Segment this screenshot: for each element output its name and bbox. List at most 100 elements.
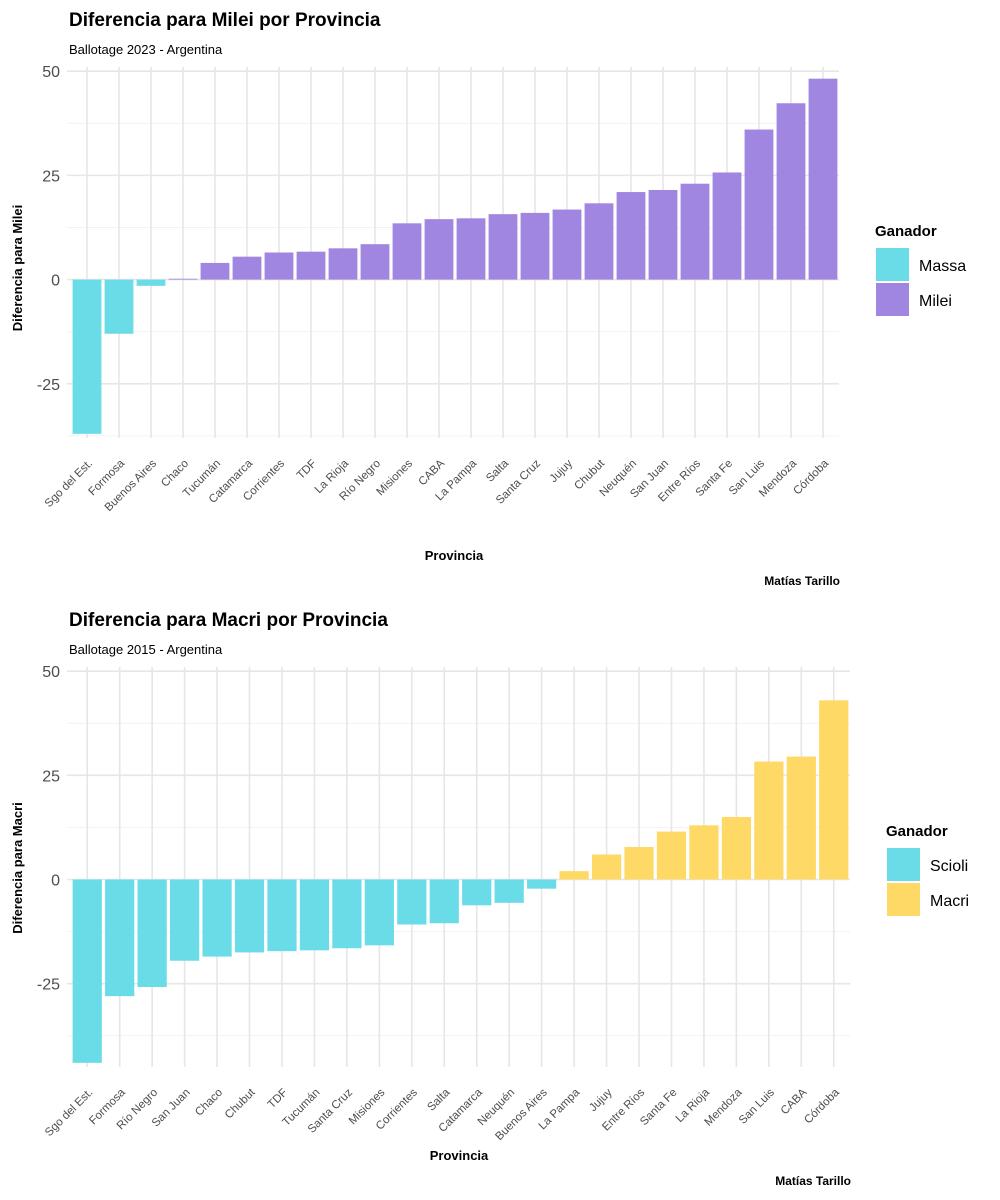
x-tick-label: Chaco xyxy=(193,1087,225,1119)
bar-tucuman xyxy=(200,262,230,280)
bar-corrientes xyxy=(264,252,294,280)
legend-key-massa xyxy=(876,248,909,281)
y-tick-label: 25 xyxy=(42,168,60,185)
legend: Ganador Massa Milei xyxy=(875,223,966,316)
bar-salta xyxy=(429,879,459,924)
y-tick-label: 50 xyxy=(42,664,60,681)
bar-tucuman xyxy=(299,879,330,951)
bar-misiones xyxy=(392,223,422,280)
bar-cordoba xyxy=(808,78,838,280)
bar-chaco xyxy=(202,879,232,957)
bar-sgo-del-est xyxy=(72,879,102,1063)
bar-entre-rios xyxy=(624,847,654,880)
legend-title: Ganador xyxy=(886,823,948,840)
bar-formosa xyxy=(105,879,135,997)
bar-caba xyxy=(786,756,816,880)
x-tick-label: Jujuy xyxy=(587,1086,615,1114)
bar-corrientes xyxy=(397,879,427,925)
bar-chubut xyxy=(234,879,265,953)
y-tick-labels: 50 25 0 -25 xyxy=(37,64,60,394)
bar-san-luis xyxy=(754,761,784,880)
chart-panel-macri: Diferencia para Macri por Provincia Ball… xyxy=(0,600,1000,1200)
bar-neuquen xyxy=(616,192,646,280)
bar-buenos-aires xyxy=(527,879,557,889)
y-tick-label: 50 xyxy=(42,64,60,81)
x-tick-label: Sgo del Est. xyxy=(43,1087,95,1139)
bar-misiones xyxy=(364,879,394,946)
y-axis-title: Diferencia para Macri xyxy=(10,802,25,934)
bar-caba xyxy=(424,219,454,280)
x-tick-label: TDF xyxy=(266,1087,290,1111)
x-axis-title: Provincia xyxy=(430,1148,489,1163)
bar-san-juan xyxy=(648,189,678,280)
x-tick-label: Sgo del Est. xyxy=(43,458,95,510)
legend-label-massa: Massa xyxy=(919,258,966,275)
chart-svg-milei: Diferencia para Milei por Provincia Ball… xyxy=(10,10,966,588)
chart-panel-milei: Diferencia para Milei por Provincia Ball… xyxy=(10,10,966,588)
bar-la-rioja xyxy=(689,825,719,880)
chart-caption: Matías Tarillo xyxy=(764,574,840,588)
bar-mendoza xyxy=(721,817,752,880)
bar-chubut xyxy=(584,203,614,280)
bar-tdf xyxy=(267,879,297,952)
legend: Ganador Scioli Macri xyxy=(886,823,969,916)
bar-la-rioja xyxy=(328,248,358,280)
x-tick-label: Misiones xyxy=(375,457,416,498)
bar-santa-cruz xyxy=(332,879,362,949)
chart-subtitle: Ballotage 2015 - Argentina xyxy=(69,642,223,657)
chart-svg-macri: Diferencia para Macri por Provincia Ball… xyxy=(10,610,969,1188)
legend-key-scioli xyxy=(887,848,920,881)
bar-san-juan xyxy=(169,879,200,961)
bar-rio-negro xyxy=(360,244,390,280)
y-tick-labels: 50 25 0 -25 xyxy=(37,664,60,993)
bar-neuquen xyxy=(494,879,524,903)
legend-title: Ganador xyxy=(875,223,937,240)
bar-rio-negro xyxy=(137,879,167,987)
bar-santa-cruz xyxy=(520,212,550,280)
x-tick-label: CABA xyxy=(416,457,447,488)
x-tick-label: Córdoba xyxy=(791,457,831,497)
bar-la-pampa xyxy=(456,218,486,280)
x-tick-label: Chubut xyxy=(223,1086,258,1121)
bar-salta xyxy=(488,214,518,280)
bar-jujuy xyxy=(591,854,622,880)
bar-sgo-del-est xyxy=(72,279,102,434)
bar-tdf xyxy=(296,251,326,280)
y-tick-label: 25 xyxy=(42,768,60,785)
x-tick-label: Salta xyxy=(425,1086,452,1113)
legend-label-milei: Milei xyxy=(919,293,952,310)
x-tick-label: Jujuy xyxy=(548,457,576,485)
x-tick-label: CABA xyxy=(779,1086,810,1117)
bar-santa-fe xyxy=(712,172,742,280)
bars xyxy=(72,700,849,1063)
chart-title: Diferencia para Macri por Provincia xyxy=(69,610,388,631)
chart-caption: Matías Tarillo xyxy=(775,1174,851,1188)
y-axis-title: Diferencia para Milei xyxy=(10,205,25,331)
x-tick-label: San Luis xyxy=(737,1086,777,1126)
bar-buenos-aires xyxy=(136,279,166,286)
legend-label-scioli: Scioli xyxy=(930,858,968,875)
chart-subtitle: Ballotage 2023 - Argentina xyxy=(69,42,223,57)
y-tick-label: -25 xyxy=(37,977,60,994)
y-tick-label: -25 xyxy=(37,377,60,394)
x-axis-title: Provincia xyxy=(425,548,484,563)
x-tick-label: TDF xyxy=(295,458,319,482)
x-tick-label: Salta xyxy=(484,457,511,484)
bar-mendoza xyxy=(776,103,806,280)
bar-cordoba xyxy=(819,700,849,880)
bar-formosa xyxy=(104,279,134,334)
legend-label-macri: Macri xyxy=(930,893,969,910)
bar-catamarca xyxy=(462,879,492,906)
y-tick-label: 0 xyxy=(51,873,60,890)
bar-santa-fe xyxy=(656,831,687,880)
bar-san-luis xyxy=(744,129,774,280)
y-tick-label: 0 xyxy=(51,273,60,290)
legend-key-macri xyxy=(887,883,920,916)
x-tick-label: Córdoba xyxy=(802,1086,842,1126)
legend-key-milei xyxy=(876,283,909,316)
bar-chaco xyxy=(168,278,198,280)
bars xyxy=(72,78,838,434)
chart-title: Diferencia para Milei por Provincia xyxy=(69,10,381,31)
